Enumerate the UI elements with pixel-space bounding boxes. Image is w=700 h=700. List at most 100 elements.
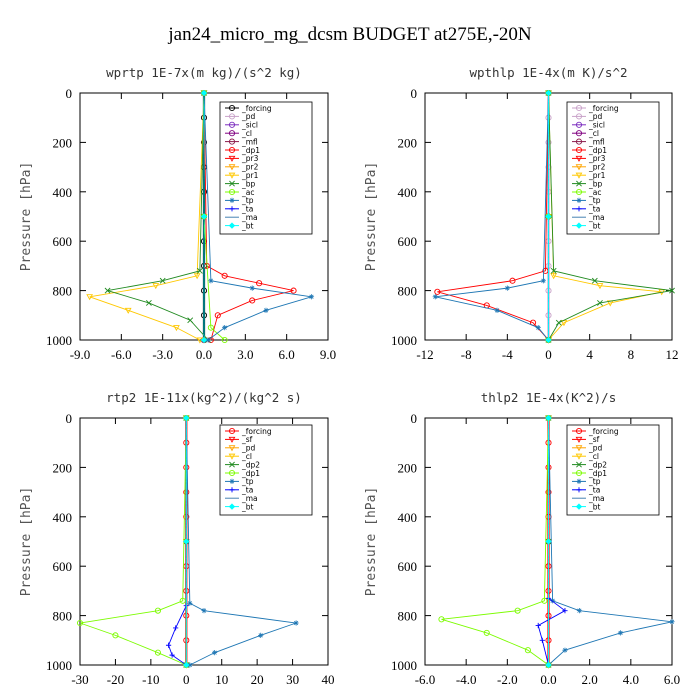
marker-point — [187, 600, 193, 606]
legend-item: _ta — [572, 205, 600, 214]
marker-point — [545, 538, 552, 545]
legend-label: _ta — [588, 486, 600, 495]
series-bt — [545, 414, 552, 669]
legend: _forcing_sf_pd_cl_dp2_dp1_tp_ta_ma_bt — [219, 424, 313, 516]
marker-point — [550, 598, 556, 604]
legend-item: _tp — [572, 477, 601, 486]
marker-point — [159, 277, 166, 284]
legend-label: _cl — [241, 129, 252, 138]
marker-point — [229, 197, 235, 203]
marker-point — [86, 294, 94, 301]
legend-label: _bt — [241, 502, 254, 511]
legend-item: _bt — [225, 221, 254, 230]
marker-point — [229, 487, 235, 493]
marker-point — [193, 273, 201, 280]
legend-item: _dp1 — [572, 146, 607, 155]
x-tick-label: -8 — [461, 347, 472, 362]
marker-point — [308, 294, 315, 300]
y-tick-label: 1000 — [391, 333, 417, 348]
legend-label: _dp1 — [588, 469, 607, 478]
series-line — [79, 417, 187, 666]
marker-point — [293, 620, 299, 626]
y-tick-label: 1000 — [46, 333, 72, 348]
marker-point — [228, 503, 236, 510]
legend-item: _tp — [225, 477, 254, 486]
legend-label: _pr3 — [588, 154, 606, 163]
marker-point — [576, 478, 582, 484]
x-tick-label: -9.0 — [70, 347, 91, 362]
marker-point — [576, 487, 582, 493]
marker-point — [228, 222, 236, 229]
series-line — [441, 417, 549, 666]
legend-label: _ta — [241, 205, 253, 214]
y-tick-label: 800 — [398, 609, 418, 624]
legend-label: _forcing — [588, 427, 619, 436]
series-line — [437, 92, 549, 341]
series-bt — [200, 89, 208, 344]
legend-item: _dp2 — [225, 460, 260, 469]
legend-label: _forcing — [241, 427, 272, 436]
x-tick-label: 3.0 — [237, 347, 253, 362]
series-dp1 — [76, 414, 190, 669]
marker-point — [112, 632, 119, 639]
x-tick-label: -10 — [142, 672, 159, 687]
series-line — [435, 92, 549, 341]
legend-label: _dp1 — [241, 146, 260, 155]
marker-point — [617, 630, 624, 636]
marker-point — [169, 652, 175, 658]
marker-point — [221, 336, 228, 344]
y-tick-label: 800 — [53, 284, 73, 299]
legend-item: _ma — [572, 213, 605, 222]
marker-point — [545, 336, 552, 344]
marker-point — [76, 619, 84, 627]
marker-point — [228, 138, 236, 145]
panel-title: thlp2 1E-4x(K^2)/s — [481, 390, 616, 405]
legend-item: _pd — [572, 112, 603, 121]
marker-point — [575, 436, 583, 443]
legend-item: _pr2 — [572, 163, 606, 172]
legend-label: _pr2 — [588, 163, 606, 172]
marker-point — [596, 283, 604, 290]
marker-point — [228, 172, 236, 179]
y-tick-label: 0 — [66, 86, 73, 101]
legend-item: _ta — [572, 486, 600, 495]
legend-item: _ma — [225, 213, 258, 222]
marker-point — [591, 277, 598, 284]
marker-point — [228, 427, 236, 435]
legend-item: _dp2 — [572, 460, 607, 469]
y-axis-label: Pressure [hPa] — [19, 487, 34, 597]
marker-point — [187, 662, 193, 668]
marker-point — [104, 287, 111, 294]
legend-label: _tp — [241, 477, 254, 486]
legend-label: _mfl — [241, 137, 258, 146]
panel-title: wpthlp 1E-4x(m K)/s^2 — [469, 65, 627, 80]
x-tick-label: 40 — [322, 672, 335, 687]
x-tick-label: 8 — [628, 347, 635, 362]
legend-label: _forcing — [588, 104, 619, 113]
legend-label: _dp1 — [241, 469, 260, 478]
legend-item: _pd — [572, 444, 603, 453]
marker-point — [205, 337, 211, 343]
legend-item: _sicl — [572, 121, 605, 130]
marker-point — [249, 297, 256, 304]
marker-point — [669, 619, 675, 625]
legend-item: _sf — [225, 435, 253, 444]
legend-item: _forcing — [225, 427, 272, 436]
legend-item: _pd — [225, 112, 256, 121]
chart-panel-3: rtp2 1E-11x(kg^2)/(kg^2 s) Pressure [hPa]… — [19, 390, 335, 687]
x-tick-label: -30 — [71, 672, 88, 687]
marker-point — [438, 616, 445, 623]
legend-label: _sf — [588, 435, 600, 444]
marker-point — [545, 414, 552, 422]
x-tick-label: 2.0 — [582, 672, 598, 687]
series-dp1 — [438, 414, 552, 669]
marker-point — [575, 113, 583, 120]
x-tick-label: 9.0 — [320, 347, 336, 362]
marker-point — [550, 267, 557, 274]
x-tick-label: -20 — [107, 672, 124, 687]
marker-point — [183, 538, 190, 545]
legend-box — [566, 424, 660, 516]
y-tick-label: 800 — [53, 609, 73, 624]
series-line — [548, 92, 662, 341]
legend-item: _cl — [572, 452, 599, 461]
